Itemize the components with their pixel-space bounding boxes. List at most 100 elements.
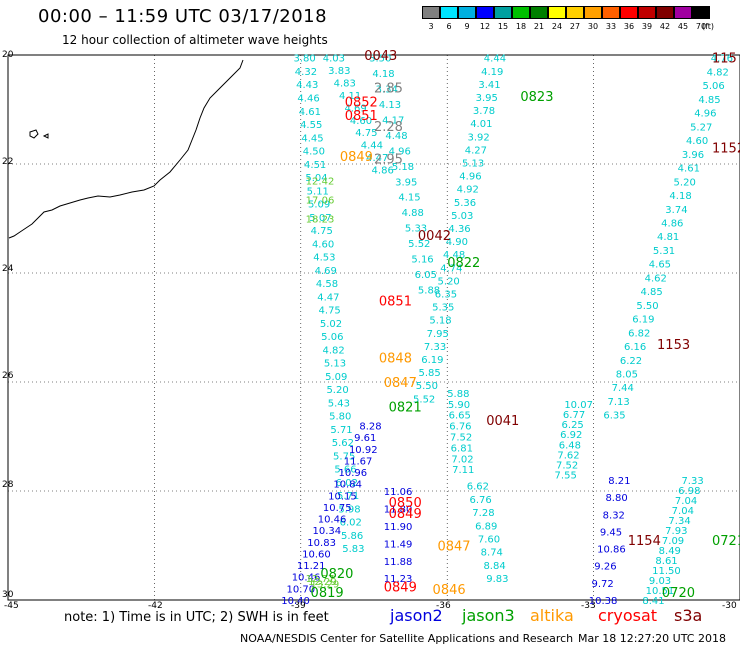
scale-swatch [620,6,638,19]
wave-height-point: 4.51 [304,160,326,171]
wave-height-point: 4.45 [301,133,323,144]
track-time-label: 0846 [433,583,466,598]
wave-height-point: 4.75 [311,226,333,237]
wave-height-point: 4.46 [297,93,319,104]
track-time-label: 0822 [447,256,480,271]
wave-height-point: 4.88 [402,208,424,219]
wave-height-point: 6.05 [415,270,437,281]
wave-height-point: 4.18 [372,69,394,80]
island-outline [29,129,49,139]
wave-height-point: 6.22 [620,356,642,367]
wave-height-point: 5.71 [337,491,359,502]
wave-height-point: 6.98 [678,486,700,497]
wave-height-point: 5.09 [325,372,347,383]
scale-swatch-label: 24 [551,22,563,31]
wave-height-point: 4.50 [303,147,325,158]
map-grid [7,54,740,601]
wave-height-point: 4.19 [481,67,503,78]
wave-height-point: 6.48 [559,440,581,451]
wave-height-point: 4.48 [443,250,465,261]
scale-swatch [692,6,710,19]
wave-height-point: 4.96 [694,109,716,120]
wave-height-point: 4.61 [678,164,700,175]
track-time-label: 2.85 [374,82,403,97]
wave-height-point: 3.92 [467,132,489,143]
lon-label-33: -33 [581,601,596,611]
track-time-label: 1152 [712,142,740,157]
track-time-label: 0820 [320,567,353,582]
wave-height-point: 8.49 [659,546,681,557]
lat-label-24: 24 [2,264,14,274]
wave-height-point: 5.86 [341,531,363,542]
scale-swatch-label: 70 [695,22,707,31]
wave-height-point: 5.36 [454,198,476,209]
wave-height-point: 6.35 [435,290,457,301]
wave-height-point: 4.96 [389,146,411,157]
generated-timestamp: Mar 18 12:27:20 UTC 2018 [578,632,726,645]
wave-height-point: 5.04 [305,173,327,184]
scale-swatch-label: 3 [428,22,434,31]
wave-height-point: 4.44 [361,141,383,152]
wave-height-point: 7.55 [555,471,577,482]
wave-height-point: 4.86 [661,218,683,229]
scale-swatch [548,6,566,19]
wave-height-point: 11.88 [384,557,413,568]
wave-height-point: 5.11 [307,186,329,197]
wave-height-point: 4.69 [315,266,337,277]
lon-label-30: -30 [722,601,737,611]
wave-height-point: 4.82 [322,345,344,356]
wave-height-point: 3.50 [369,54,391,65]
scale-swatch [476,6,494,19]
wave-height-point: 7.11 [452,465,474,476]
legend-jason2: jason2 [390,606,443,625]
wave-height-point: 11.50 [652,566,681,577]
wave-height-point: 5.07 [309,213,331,224]
scale-swatch-label: 15 [497,22,509,31]
wave-height-point: 4.81 [657,232,679,243]
scale-swatch-label: 12 [479,22,491,31]
wave-height-point: 5.09 [308,200,330,211]
chart-title: 00:00 – 11:59 UTC 03/17/2018 [38,6,328,27]
wave-height-point: 3.80 [293,54,315,65]
chart-subtitle: 12 hour collection of altimeter wave hei… [62,33,328,47]
track-time-label: 0041 [486,414,519,429]
track-time-label: 0847 [437,540,470,555]
wave-height-point: 8.61 [655,556,677,567]
wave-height-point: 5.20 [674,177,696,188]
wave-height-point: 5.62 [332,438,354,449]
wave-height-point: 4.96 [459,172,481,183]
wave-height-point: 7.02 [451,454,473,465]
track-time-label: 1154 [628,534,661,549]
wave-height-point: 5.02 [320,319,342,330]
wave-height-point: 8.32 [603,510,625,521]
wave-height-point: 4.17 [382,115,404,126]
legend-jason3: jason3 [462,606,515,625]
wave-height-point: 5.06 [321,332,343,343]
wave-height-point: 9.61 [354,433,376,444]
wave-height-point: 10.40 [281,596,310,607]
wave-height-point: 9.03 [649,576,671,587]
wave-height-point: 4.86 [372,165,394,176]
wave-height-point: 11.06 [384,487,413,498]
wave-height-point: 7.04 [675,496,697,507]
scale-swatch-label: 21 [533,22,545,31]
track-time-label: 0043 [364,49,397,64]
wave-height-point: 9.72 [592,579,614,590]
wave-height-point: 7.60 [478,534,500,545]
wave-height-point: 5.35 [432,303,454,314]
wave-height-point: 9.45 [600,527,622,538]
wave-height-point: 4.55 [300,120,322,131]
wave-height-point: 10.60 [302,549,331,560]
wave-height-point: 5.06 [702,81,724,92]
lon-label-39: -39 [291,601,306,611]
wave-height-point: 4.75 [355,128,377,139]
legend-altika: altika [530,606,574,625]
wave-height-point: 4.82 [707,67,729,78]
wave-height-point: 4.65 [649,260,671,271]
wave-height-point: 5.16 [411,254,433,265]
scale-swatch [602,6,620,19]
wave-height-point: 5.50 [416,381,438,392]
wave-height-point: 5.20 [438,276,460,287]
wave-height-point: 6.77 [563,410,585,421]
wave-height-point: 8.41 [642,596,664,607]
